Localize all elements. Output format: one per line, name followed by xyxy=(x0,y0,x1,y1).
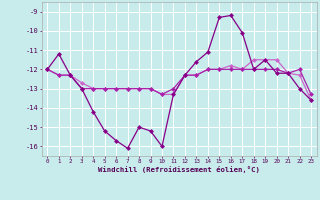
X-axis label: Windchill (Refroidissement éolien,°C): Windchill (Refroidissement éolien,°C) xyxy=(98,166,260,173)
